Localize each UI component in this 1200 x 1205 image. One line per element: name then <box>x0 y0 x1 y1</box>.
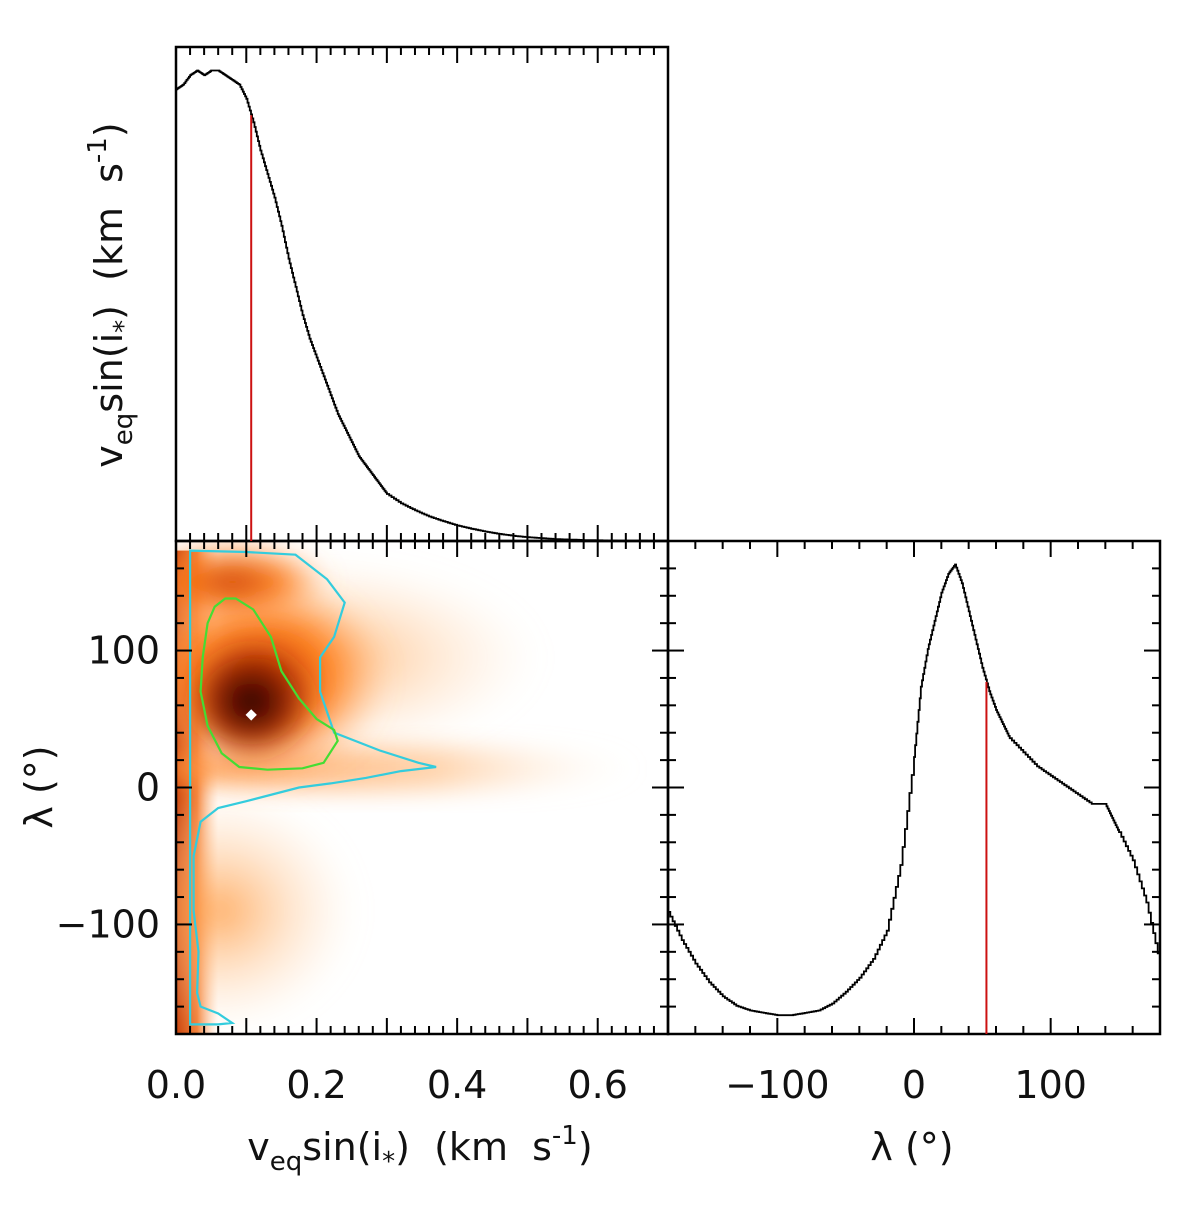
right-panel-frame <box>666 539 1162 1036</box>
density-heatmap <box>176 541 640 1034</box>
tick-marks <box>175 47 1161 1035</box>
top-panel-frame <box>174 45 670 543</box>
main-ytick-label: 100 <box>87 629 160 673</box>
peak-marker <box>245 709 257 721</box>
main-xtick-label: 0.2 <box>286 1063 346 1107</box>
main-ytick-label: −100 <box>56 902 160 946</box>
main-ylabel: λ (°) <box>17 745 61 828</box>
tick-labels: 0.0 0.2 0.4 0.6 100 0 −100 −100 0 100 <box>56 629 1087 1107</box>
density-top-region <box>176 541 331 624</box>
right-xtick-label: 0 <box>902 1063 926 1107</box>
main-xtick-label: 0.0 <box>146 1063 206 1107</box>
right-xtick-label: −100 <box>725 1063 829 1107</box>
right-xlabel: λ (°) <box>870 1125 953 1169</box>
right-histogram-line <box>668 563 1160 1017</box>
density-lower-lobe <box>176 787 359 1034</box>
main-ytick-label: 0 <box>136 766 160 810</box>
main-xtick-label: 0.4 <box>427 1063 487 1107</box>
main-xlabel: veqsin(i*) (km s-1) <box>247 1121 592 1177</box>
right-xtick-label: 100 <box>1014 1063 1087 1107</box>
contour-68 <box>199 597 339 771</box>
top-histogram-line <box>176 69 668 541</box>
density-core <box>185 642 317 761</box>
contour-95 <box>189 549 437 1026</box>
top-ylabel: veqsin(i*) (km s-1) <box>83 122 139 467</box>
main-xtick-label: 0.6 <box>567 1063 627 1107</box>
